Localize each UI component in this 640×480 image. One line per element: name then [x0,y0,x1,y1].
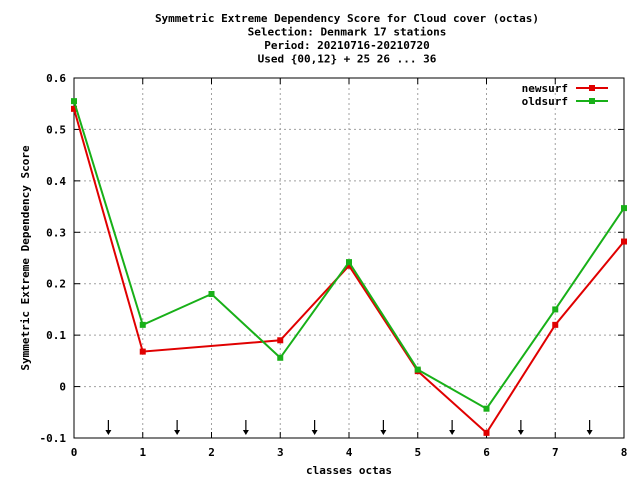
legend-swatch-marker [589,85,595,91]
legend-label: newsurf [522,82,568,95]
arrow-head [105,430,112,435]
data-point [552,321,559,328]
x-tick-label: 7 [552,446,559,459]
threshold-arrow [380,420,387,435]
chart-title: Symmetric Extreme Dependency Score for C… [155,12,539,66]
data-point [277,337,284,344]
x-tick-label: 0 [71,446,78,459]
data-point [277,354,284,361]
y-tick-label: 0.6 [46,72,66,85]
legend-swatch-marker [589,98,595,104]
y-tick-label: 0.3 [46,226,66,239]
threshold-arrow [311,420,318,435]
series-layer [71,98,627,436]
y-axis: -0.1 0 0.1 0.2 0.3 0.4 0.5 0.6 [40,72,624,445]
data-point [552,306,559,313]
data-point [208,291,215,297]
y-tick-label: 0.4 [46,175,66,188]
x-tick-label: 6 [483,446,490,459]
x-tick-label: 5 [414,446,421,459]
threshold-arrow [449,420,456,435]
y-tick-label: 0.5 [46,123,66,136]
chart-grid [74,78,624,438]
data-point [346,262,352,269]
threshold-arrow [105,420,112,435]
threshold-arrow [586,420,593,435]
y-tick-label: 0 [59,381,66,394]
x-tick-label: 1 [139,446,146,459]
data-point [139,348,146,355]
data-point [621,205,627,212]
data-point [621,238,627,245]
arrow-head [449,430,456,435]
series-oldsurf [71,98,627,412]
data-point [71,105,77,112]
data-point [139,321,146,328]
threshold-arrow [242,420,249,435]
x-tick-label: 3 [277,446,284,459]
x-tick-label: 2 [208,446,215,459]
x-axis: 0 1 2 3 4 5 6 7 8 [71,78,628,459]
arrow-head [586,430,593,435]
y-tick-label: -0.1 [40,432,67,445]
series-line-newsurf [73,108,625,435]
arrow-head [517,430,524,435]
x-tick-label: 8 [621,446,628,459]
y-tick-label: 0.2 [46,278,66,291]
legend-label: oldsurf [522,95,568,108]
data-point [71,98,77,105]
title-line: Symmetric Extreme Dependency Score for C… [155,12,539,25]
x-axis-label: classes octas [306,464,392,477]
arrow-head [174,430,181,435]
arrow-head [311,430,318,435]
data-point [414,366,421,373]
title-line: Period: 20210716-20210720 [264,39,430,52]
arrow-head [380,430,387,435]
series-newsurf [71,105,627,436]
arrow-head [242,430,249,435]
data-point [483,429,490,436]
threshold-arrow [174,420,181,435]
threshold-arrows [105,420,593,435]
title-line: Selection: Denmark 17 stations [248,26,447,39]
y-axis-label: Symmetric Extreme Dependency Score [19,145,32,371]
title-line: Used {00,12} + 25 26 ... 36 [258,53,437,66]
data-point [346,259,352,266]
data-point [483,405,490,412]
y-tick-label: 0.1 [46,329,66,342]
threshold-arrow [517,420,524,435]
x-tick-label: 4 [346,446,353,459]
